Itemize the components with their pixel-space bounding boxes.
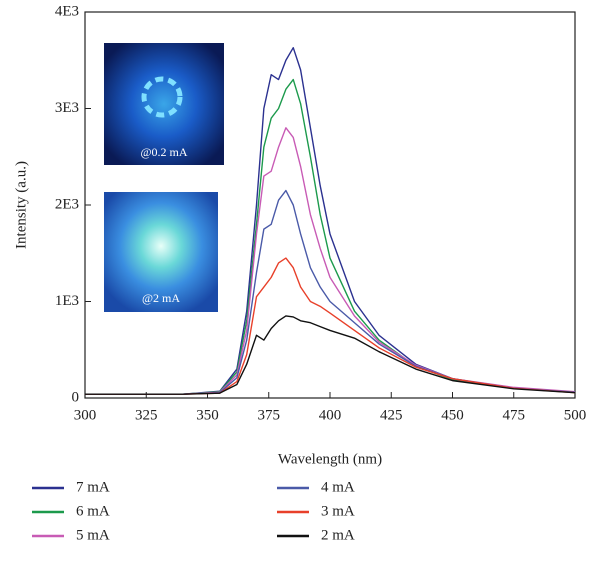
x-tick-label: 350 <box>196 407 219 423</box>
legend-label: 7 mA <box>76 479 110 495</box>
x-tick-label: 475 <box>503 407 526 423</box>
y-tick-label: 1E3 <box>55 293 79 309</box>
series-line <box>85 257 576 395</box>
series-line <box>85 47 576 395</box>
series-line <box>85 315 576 395</box>
y-tick-label: 0 <box>72 389 80 405</box>
y-tick-label: 3E3 <box>55 100 79 116</box>
inset-pattern <box>141 76 183 118</box>
series-line <box>85 127 576 395</box>
x-axis-label: Wavelength (nm) <box>278 451 382 467</box>
inset-caption: @2 mA <box>142 291 180 305</box>
x-tick-label: 450 <box>441 407 464 423</box>
x-tick-label: 500 <box>564 407 587 423</box>
x-tick-label: 425 <box>380 407 403 423</box>
series-line <box>85 189 576 395</box>
legend-label: 2 mA <box>321 527 355 543</box>
legend-label: 4 mA <box>321 479 355 495</box>
y-tick-label: 4E3 <box>55 3 79 19</box>
legend-label: 6 mA <box>76 503 110 519</box>
inset-photo <box>104 192 218 312</box>
legend-label: 5 mA <box>76 527 110 543</box>
x-tick-label: 325 <box>135 407 158 423</box>
x-tick-label: 375 <box>258 407 281 423</box>
inset-photo <box>104 43 224 165</box>
legend-label: 3 mA <box>321 503 355 519</box>
x-tick-label: 400 <box>319 407 342 423</box>
y-tick-label: 2E3 <box>55 196 79 212</box>
inset-caption: @0.2 mA <box>140 145 187 159</box>
x-tick-label: 300 <box>74 407 97 423</box>
y-axis-label: Intensity (a.u.) <box>13 161 29 249</box>
